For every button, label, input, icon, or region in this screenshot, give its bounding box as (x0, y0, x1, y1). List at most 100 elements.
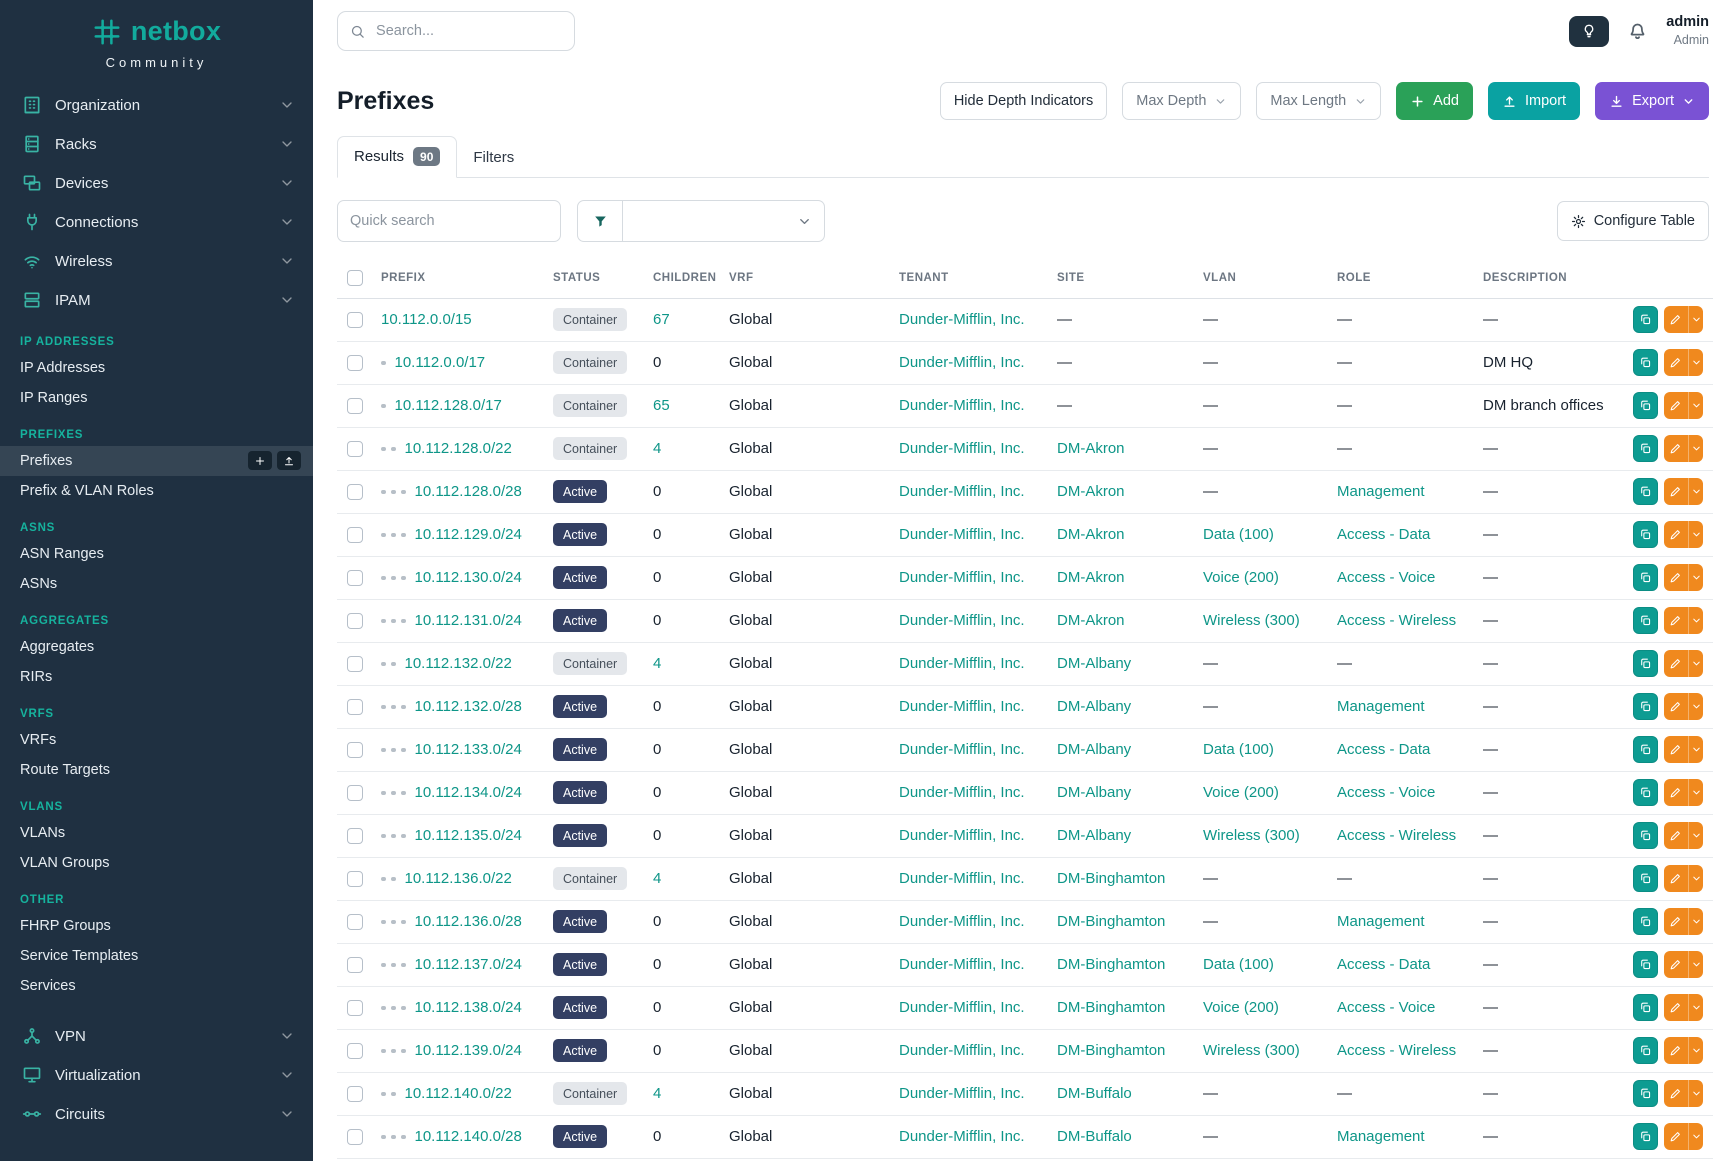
clone-button[interactable] (1633, 349, 1658, 376)
site-link[interactable]: DM-Buffalo (1057, 1128, 1132, 1145)
edit-dropdown-toggle[interactable] (1688, 435, 1703, 462)
quick-search-input[interactable] (337, 200, 561, 242)
tenant-link[interactable]: Dunder-Mifflin, Inc. (899, 483, 1025, 500)
column-header-site[interactable]: SITE (1047, 264, 1193, 299)
sidebar-item-rirs[interactable]: RIRs (0, 662, 313, 692)
column-header-tenant[interactable]: TENANT (889, 264, 1047, 299)
edit-dropdown-toggle[interactable] (1688, 951, 1703, 978)
sidebar-item-ip-addresses[interactable]: IP Addresses (0, 353, 313, 383)
site-link[interactable]: DM-Albany (1057, 698, 1132, 715)
sidebar-item-organization[interactable]: Organization (0, 86, 313, 125)
saved-filter-select[interactable] (623, 200, 825, 242)
edit-dropdown-toggle[interactable] (1688, 1080, 1703, 1107)
tenant-link[interactable]: Dunder-Mifflin, Inc. (899, 569, 1025, 586)
role-link[interactable]: Access - Data (1337, 741, 1431, 758)
vlan-link[interactable]: Voice (200) (1203, 999, 1279, 1016)
tenant-link[interactable]: Dunder-Mifflin, Inc. (899, 1085, 1025, 1102)
row-checkbox[interactable] (347, 1086, 363, 1102)
row-checkbox[interactable] (347, 785, 363, 801)
role-link[interactable]: Access - Data (1337, 956, 1431, 973)
prefix-link[interactable]: 10.112.130.0/24 (414, 569, 522, 586)
site-link[interactable]: DM-Akron (1057, 569, 1125, 586)
configure-table-button[interactable]: Configure Table (1556, 201, 1709, 241)
sidebar-item-vrfs[interactable]: VRFs (0, 725, 313, 755)
clone-button[interactable] (1633, 822, 1658, 849)
row-checkbox[interactable] (347, 355, 363, 371)
column-header-children[interactable]: CHILDREN (643, 264, 719, 299)
tenant-link[interactable]: Dunder-Mifflin, Inc. (899, 655, 1025, 672)
tenant-link[interactable]: Dunder-Mifflin, Inc. (899, 440, 1025, 457)
edit-dropdown-toggle[interactable] (1688, 908, 1703, 935)
edit-button[interactable] (1663, 693, 1689, 720)
role-link[interactable]: Access - Wireless (1337, 1042, 1457, 1059)
clone-button[interactable] (1633, 736, 1658, 763)
site-link[interactable]: DM-Binghamton (1057, 913, 1166, 930)
clone-button[interactable] (1633, 521, 1658, 548)
filter-button[interactable] (577, 200, 623, 242)
edit-button[interactable] (1663, 736, 1689, 763)
sidebar-item-vlans[interactable]: VLANs (0, 818, 313, 848)
role-link[interactable]: Access - Voice (1337, 784, 1436, 801)
edit-button[interactable] (1663, 392, 1689, 419)
edit-button[interactable] (1663, 478, 1689, 505)
prefix-link[interactable]: 10.112.128.0/22 (404, 440, 512, 457)
prefix-link[interactable]: 10.112.136.0/22 (404, 870, 512, 887)
edit-dropdown-toggle[interactable] (1688, 865, 1703, 892)
sidebar-item-vpn[interactable]: VPN (0, 1017, 313, 1056)
prefix-link[interactable]: 10.112.134.0/24 (414, 784, 522, 801)
vlan-link[interactable]: Data (100) (1203, 956, 1274, 973)
row-checkbox[interactable] (347, 828, 363, 844)
edit-dropdown-toggle[interactable] (1688, 822, 1703, 849)
prefix-link[interactable]: 10.112.136.0/28 (414, 913, 522, 930)
sidebar-item-services[interactable]: Services (0, 971, 313, 1001)
clone-button[interactable] (1633, 994, 1658, 1021)
role-link[interactable]: Access - Wireless (1337, 612, 1457, 629)
prefix-link[interactable]: 10.112.0.0/17 (394, 354, 486, 371)
column-header-role[interactable]: ROLE (1327, 264, 1473, 299)
quick-add-button[interactable] (248, 451, 272, 470)
site-link[interactable]: DM-Albany (1057, 741, 1132, 758)
prefix-link[interactable]: 10.112.128.0/17 (394, 397, 502, 414)
clone-button[interactable] (1633, 693, 1658, 720)
column-header-vrf[interactable]: VRF (719, 264, 889, 299)
vlan-link[interactable]: Voice (200) (1203, 569, 1279, 586)
row-checkbox[interactable] (347, 570, 363, 586)
site-link[interactable]: DM-Akron (1057, 612, 1125, 629)
row-checkbox[interactable] (347, 527, 363, 543)
role-link[interactable]: Access - Wireless (1337, 827, 1457, 844)
role-link[interactable]: Management (1337, 913, 1425, 930)
edit-dropdown-toggle[interactable] (1688, 1037, 1703, 1064)
tenant-link[interactable]: Dunder-Mifflin, Inc. (899, 741, 1025, 758)
edit-dropdown-toggle[interactable] (1688, 306, 1703, 333)
import-button[interactable]: Import (1487, 82, 1581, 120)
clone-button[interactable] (1633, 478, 1658, 505)
prefix-link[interactable]: 10.112.137.0/24 (414, 956, 522, 973)
edit-button[interactable] (1663, 951, 1689, 978)
clone-button[interactable] (1633, 392, 1658, 419)
sidebar-item-wireless[interactable]: Wireless (0, 242, 313, 281)
clone-button[interactable] (1633, 435, 1658, 462)
tenant-link[interactable]: Dunder-Mifflin, Inc. (899, 999, 1025, 1016)
edit-button[interactable] (1663, 908, 1689, 935)
column-header-prefix[interactable]: PREFIX (371, 264, 543, 299)
sidebar-item-devices[interactable]: Devices (0, 164, 313, 203)
site-link[interactable]: DM-Binghamton (1057, 870, 1166, 887)
sidebar-item-virtualization[interactable]: Virtualization (0, 1056, 313, 1095)
edit-button[interactable] (1663, 1080, 1689, 1107)
children-link[interactable]: 4 (653, 1085, 662, 1102)
sidebar-item-route-targets[interactable]: Route Targets (0, 755, 313, 785)
role-link[interactable]: Access - Voice (1337, 999, 1436, 1016)
tenant-link[interactable]: Dunder-Mifflin, Inc. (899, 784, 1025, 801)
prefix-link[interactable]: 10.112.133.0/24 (414, 741, 522, 758)
row-checkbox[interactable] (347, 613, 363, 629)
edit-dropdown-toggle[interactable] (1688, 736, 1703, 763)
edit-button[interactable] (1663, 349, 1689, 376)
row-checkbox[interactable] (347, 484, 363, 500)
vlan-link[interactable]: Data (100) (1203, 741, 1274, 758)
clone-button[interactable] (1633, 908, 1658, 935)
site-link[interactable]: DM-Albany (1057, 655, 1132, 672)
row-checkbox[interactable] (347, 742, 363, 758)
sidebar-item-fhrp-groups[interactable]: FHRP Groups (0, 911, 313, 941)
row-checkbox[interactable] (347, 441, 363, 457)
sidebar-item-circuits[interactable]: Circuits (0, 1095, 313, 1134)
